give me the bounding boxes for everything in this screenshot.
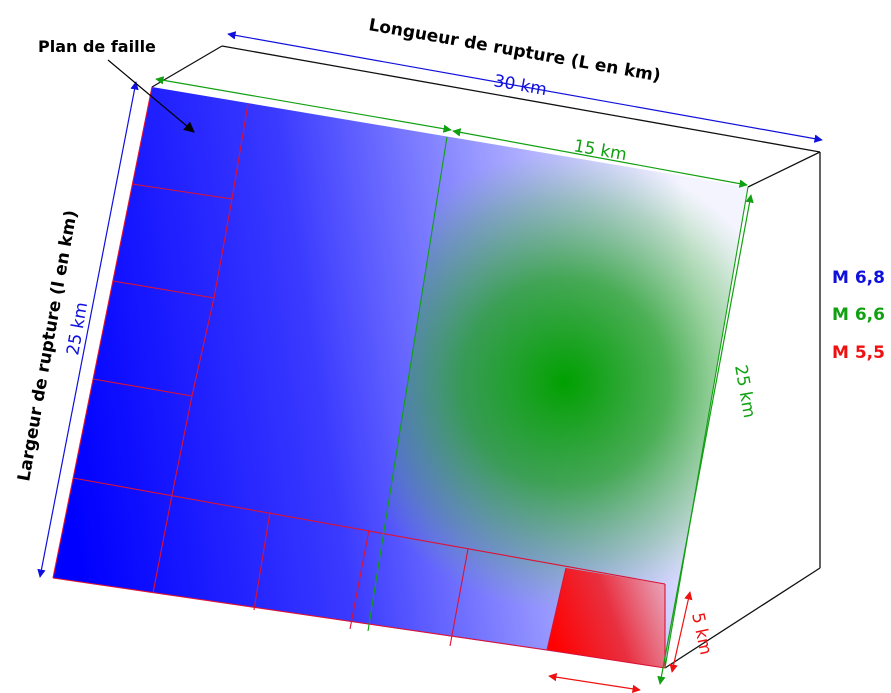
green-rupture-zone xyxy=(368,137,748,668)
red-rupture-zone xyxy=(547,568,665,668)
fault-plane-pointer xyxy=(107,59,195,133)
blue-width-label: 25 km xyxy=(63,301,92,357)
green-width-label: 25 km xyxy=(730,363,759,419)
fault-plane-label: Plan de faille xyxy=(38,37,156,56)
dim-red-width: 5 km xyxy=(548,591,716,693)
fault-plane xyxy=(53,87,748,668)
legend-item-m68: M 6,8 xyxy=(832,268,885,288)
legend-item-m66: M 6,6 xyxy=(832,305,885,325)
red-width-label: 5 km xyxy=(687,611,715,657)
magnitude-legend: M 6,8 M 6,6 M 5,5 xyxy=(832,268,885,363)
legend-item-m55: M 5,5 xyxy=(832,343,885,363)
